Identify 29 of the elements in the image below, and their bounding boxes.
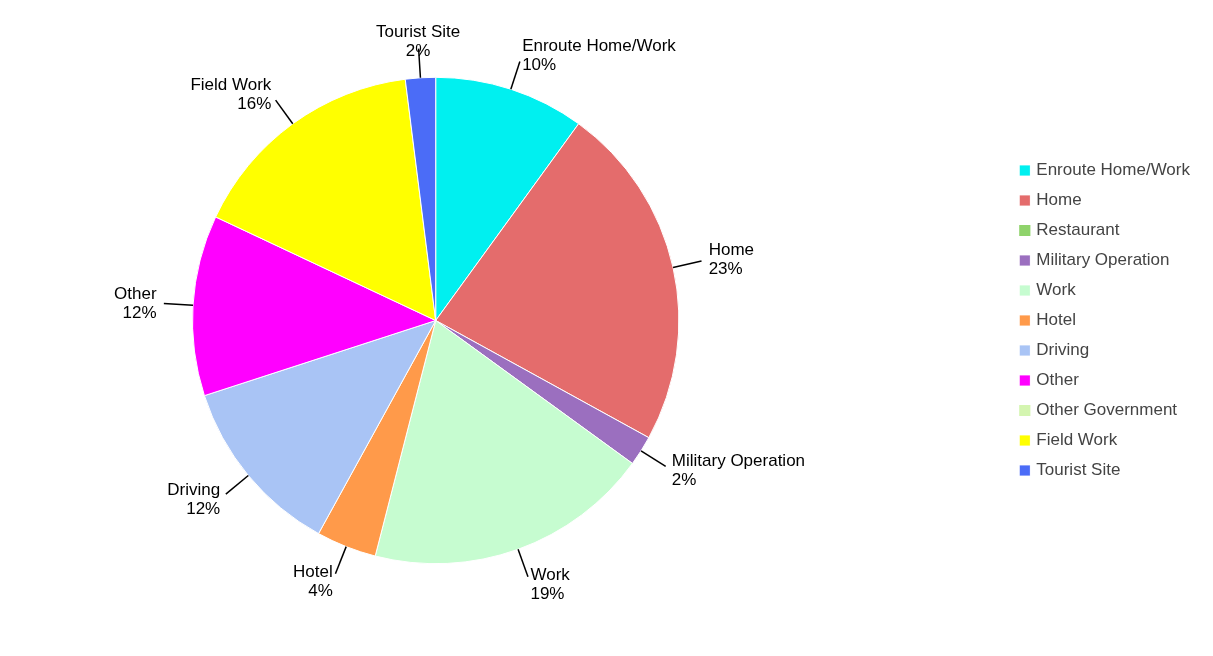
legend-label: Restaurant [1036,220,1120,240]
legend-label: Other [1036,370,1079,390]
slice-label: Enroute Home/Work [522,35,677,55]
legend-label: Other Government [1036,400,1178,420]
data-label: 23% [708,259,743,279]
data-label: 12% [186,498,221,518]
slice-label: Military Operation [671,451,806,471]
slice-label: Driving [167,479,221,499]
slice-label: Hotel [293,561,333,581]
data-label: 10% [522,54,557,74]
legend-label: Work [1036,280,1076,300]
legend-label: Field Work [1036,430,1118,450]
legend-label: Military Operation [1036,250,1170,270]
slice-label: Tourist Site [376,22,461,42]
legend-label: Home [1036,190,1082,210]
data-label: 4% [308,580,333,600]
legend-label: Hotel [1036,310,1076,330]
data-label: 2% [405,41,431,61]
data-label: 2% [671,470,697,490]
legend-label: Enroute Home/Work [1036,160,1190,180]
slice-label: Other [114,283,157,303]
legend-label: Tourist Site [1036,460,1121,480]
data-label: 12% [122,302,157,322]
slice-label: Home [708,240,754,260]
data-label: 19% [530,583,565,603]
slice-label: Work [530,564,571,584]
slice-label: Field Work [190,75,272,95]
legend-label: Driving [1036,340,1090,360]
data-label: 16% [237,94,272,114]
